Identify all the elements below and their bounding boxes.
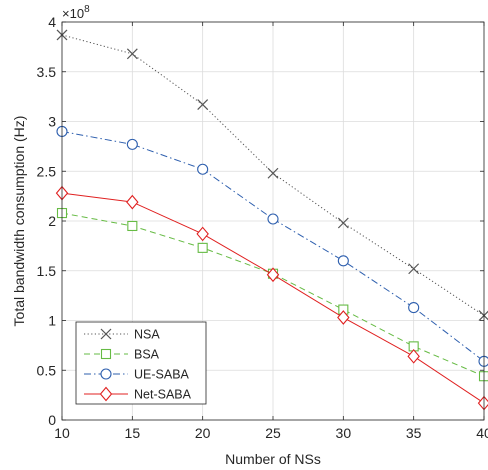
data-point-nsa xyxy=(267,167,279,179)
y-tick-label: 3 xyxy=(48,114,56,130)
data-point-bsa xyxy=(197,242,208,253)
data-point-net-saba xyxy=(266,267,280,283)
data-point-ue-saba xyxy=(267,213,279,225)
exponent-label: ×108 xyxy=(62,4,90,21)
data-point-net-saba xyxy=(407,348,420,364)
data-point-net-saba xyxy=(196,226,209,242)
legend-item-bsa: BSA xyxy=(84,348,160,362)
series-layer xyxy=(55,29,488,411)
legend-item-ue-saba: UE-SABA xyxy=(84,368,190,382)
series-ue-saba xyxy=(56,125,488,367)
data-point-ue-saba xyxy=(408,302,420,314)
y-tick-label: 4 xyxy=(48,14,56,30)
data-point-net-saba xyxy=(337,310,350,325)
ticks: 10 15 20 25 30 35 40 0 0.5 1 1.5 2 2.5 3 3.5 4 xyxy=(37,14,488,441)
legend-marker-ue-saba xyxy=(100,368,112,380)
data-point-nsa xyxy=(197,99,209,111)
data-point-ue-saba xyxy=(126,138,138,150)
legend-marker-bsa xyxy=(100,348,112,360)
x-tick-label: 15 xyxy=(125,425,141,441)
y-tick-label: 3.5 xyxy=(37,64,57,80)
data-point-ue-saba xyxy=(478,355,488,367)
legend: NSA BSA UE-SABA Net-SABA xyxy=(75,321,207,405)
x-tick-label: 10 xyxy=(54,425,70,441)
legend-item-net-saba: Net-SABA xyxy=(84,386,192,402)
data-point-nsa xyxy=(408,263,420,275)
legend-label-ue-saba: UE-SABA xyxy=(134,368,190,382)
x-tick-label: 35 xyxy=(406,425,422,441)
x-axis-label: Number of NSs xyxy=(225,451,321,467)
data-point-ue-saba xyxy=(197,163,209,175)
x-tick-label: 25 xyxy=(265,425,281,441)
data-point-nsa xyxy=(126,48,138,60)
legend-marker-net-saba xyxy=(99,386,113,402)
y-axis-label: Total bandwidth consumption (Hz) xyxy=(11,116,27,327)
legend-box xyxy=(75,321,207,405)
y-tick-label: 1 xyxy=(48,313,56,329)
data-point-bsa xyxy=(127,220,138,232)
data-point-ue-saba xyxy=(337,255,349,267)
y-tick-label: 2 xyxy=(48,213,56,229)
series-nsa xyxy=(56,29,488,321)
y-tick-label: 0 xyxy=(48,412,56,428)
legend-item-nsa: NSA xyxy=(84,328,160,342)
legend-label-nsa: NSA xyxy=(134,328,160,342)
y-tick-label: 0.5 xyxy=(37,362,57,378)
y-tick-label: 1.5 xyxy=(37,263,57,279)
y-tick-label: 2.5 xyxy=(37,163,57,179)
legend-label-bsa: BSA xyxy=(134,348,160,362)
x-tick-label: 20 xyxy=(195,425,211,441)
x-tick-label: 30 xyxy=(336,425,352,441)
data-point-nsa xyxy=(337,217,349,229)
legend-marker-nsa xyxy=(100,328,112,340)
legend-label-net-saba: Net-SABA xyxy=(134,388,192,402)
x-tick-label: 40 xyxy=(476,425,488,441)
data-point-net-saba xyxy=(126,194,139,210)
